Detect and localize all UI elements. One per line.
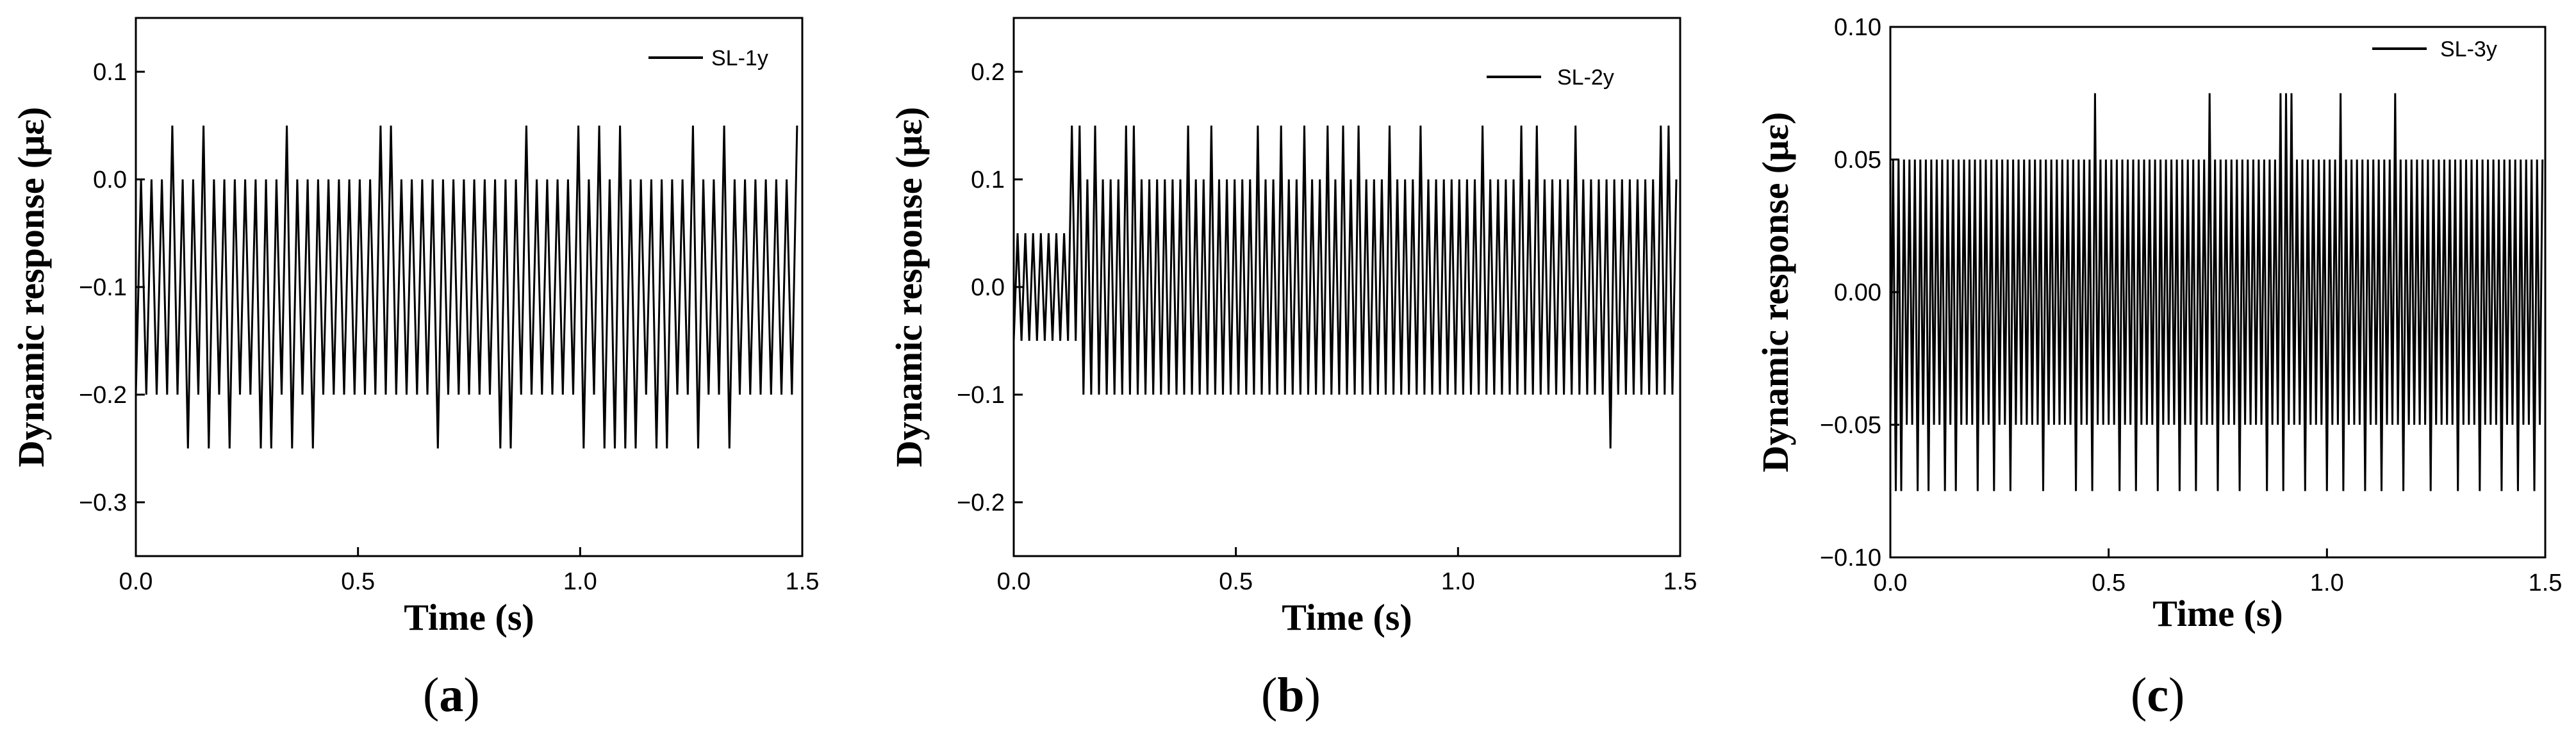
y-tick-label: 0.00	[1834, 279, 1881, 306]
y-ticks-c: −0.10 −0.05 0.00 0.05 0.10	[1820, 14, 1899, 571]
y-ticks-a: −0.3 −0.2 −0.1 0.0 0.1	[79, 59, 145, 516]
x-tick-label: 1.5	[2529, 570, 2563, 596]
y-tick-label: −0.2	[79, 382, 127, 409]
x-tick-label: 0.0	[997, 568, 1031, 595]
x-tick-label: 0.5	[341, 568, 375, 595]
y-tick-label: −0.3	[79, 489, 127, 516]
y-tick-label: 0.0	[971, 274, 1005, 301]
x-tick-label: 0.5	[1219, 568, 1253, 595]
panel-label-b: (b)	[1261, 668, 1321, 722]
series-line	[1889, 93, 2544, 491]
plot-frame-a	[135, 17, 804, 557]
x-tick-label: 1.0	[1441, 568, 1475, 595]
x-ticks-a: 0.0 0.5 1.0 1.5	[119, 547, 820, 595]
y-tick-label: −0.2	[957, 489, 1005, 516]
y-tick-label: 0.2	[971, 59, 1005, 86]
legend-b: SL-2y	[1487, 65, 1614, 90]
y-ticks-b: −0.2 −0.1 0.0 0.1 0.2	[957, 59, 1023, 516]
x-tick-label: 1.0	[2310, 570, 2344, 596]
y-axis-title-b: Dynamic response (με)	[888, 107, 930, 467]
y-tick-label: 0.0	[93, 167, 127, 193]
x-tick-label: 0.0	[1874, 570, 1908, 596]
y-axis-title-c: Dynamic response (με)	[1754, 112, 1796, 472]
y-tick-label: −0.10	[1820, 545, 1881, 571]
chart-panel-a: 0.0 0.5 1.0 1.5 −0.3 −0.2 −0.1 0.0 0.1 SL-1y Ti…	[10, 17, 820, 722]
x-tick-label: 1.5	[1664, 568, 1697, 595]
legend-label-c: SL-3y	[2440, 37, 2497, 62]
y-tick-label: 0.1	[93, 59, 127, 86]
y-tick-label: −0.1	[957, 382, 1005, 409]
x-axis-title-a: Time (s)	[404, 596, 534, 638]
x-ticks-c: 0.0 0.5 1.0 1.5	[1874, 548, 2563, 596]
y-tick-label: 0.05	[1834, 147, 1881, 174]
data-series-b	[1012, 125, 1678, 449]
plot-frame-b	[1012, 17, 1681, 557]
legend-c: SL-3y	[2372, 37, 2497, 62]
legend-label-a: SL-1y	[711, 46, 768, 70]
x-tick-label: 1.5	[786, 568, 820, 595]
y-tick-label: −0.1	[79, 274, 127, 301]
chart-panel-b: 0.0 0.5 1.0 1.5 −0.2 −0.1 0.0 0.1 0.2 SL-2y Tim…	[888, 17, 1697, 722]
y-tick-label: 0.10	[1834, 14, 1881, 41]
y-tick-label: 0.1	[971, 167, 1005, 193]
data-series-a	[135, 125, 798, 449]
x-axis-title-b: Time (s)	[1282, 596, 1412, 638]
chart-panel-c: 0.0 0.5 1.0 1.5 −0.10 −0.05 0.00 0.05 0.10 SL-3…	[1754, 14, 2562, 722]
panel-label-c: (c)	[2131, 668, 2184, 722]
x-ticks-b: 0.0 0.5 1.0 1.5	[997, 547, 1697, 595]
x-axis-title-c: Time (s)	[2152, 593, 2283, 634]
series-line	[135, 125, 798, 449]
panel-letter-c: c	[2147, 668, 2168, 722]
data-series-c	[1889, 93, 2544, 491]
x-tick-label: 0.5	[2092, 570, 2126, 596]
y-axis-title-a: Dynamic response (με)	[10, 107, 52, 467]
panel-letter-a: a	[439, 668, 463, 722]
panel-letter-b: b	[1277, 668, 1304, 722]
legend-a: SL-1y	[648, 46, 768, 70]
legend-label-b: SL-2y	[1557, 65, 1614, 90]
series-line	[1012, 125, 1678, 449]
panel-label-a: (a)	[423, 668, 480, 722]
x-tick-label: 1.0	[563, 568, 597, 595]
y-tick-label: −0.05	[1820, 412, 1881, 439]
x-tick-label: 0.0	[119, 568, 153, 595]
